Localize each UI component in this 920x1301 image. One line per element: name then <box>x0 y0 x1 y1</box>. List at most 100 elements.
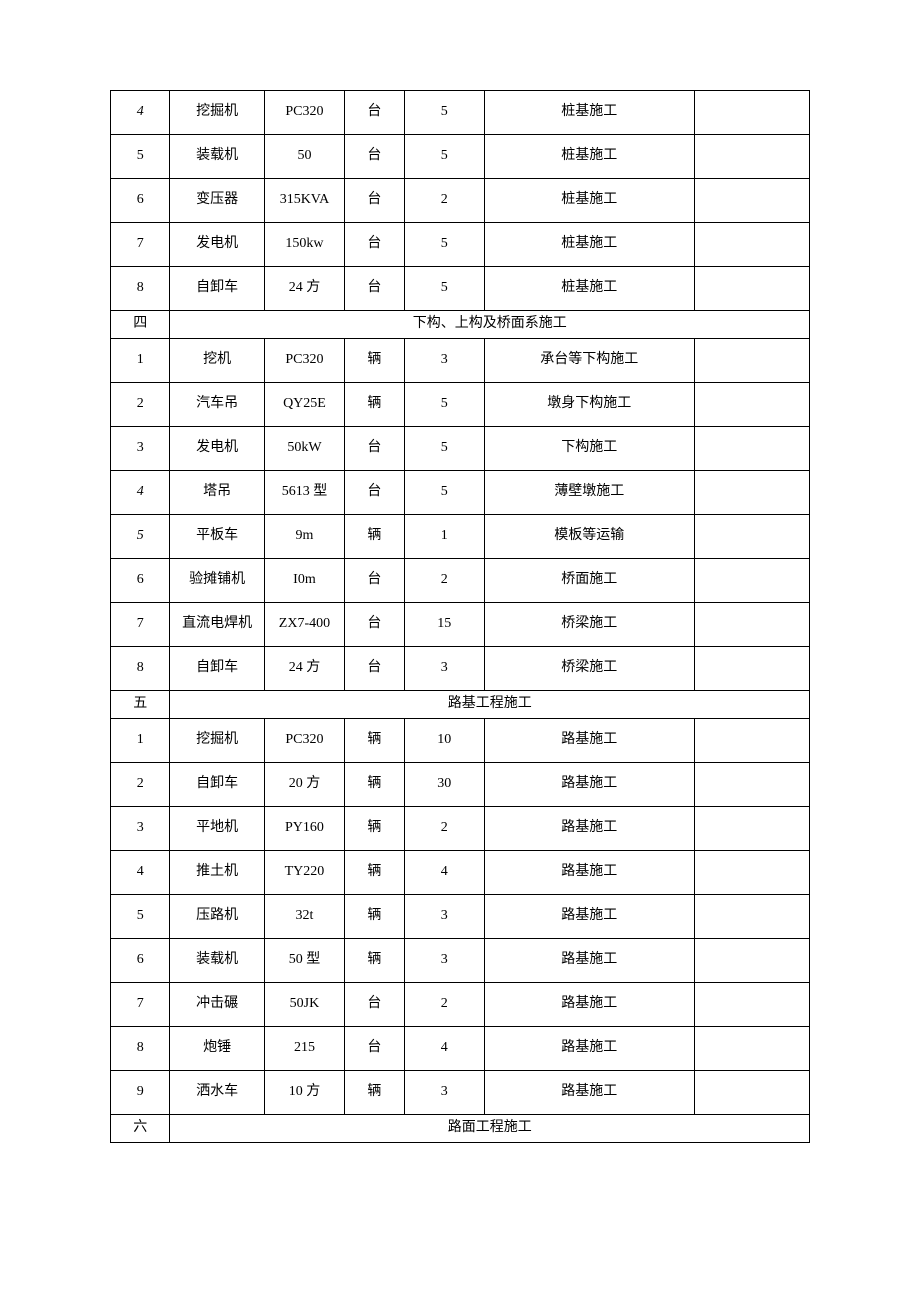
table-row: 5平板车9m辆1模板等运输 <box>111 515 810 559</box>
equipment-use: 桩基施工 <box>484 267 694 311</box>
equipment-unit: 台 <box>345 267 404 311</box>
equipment-unit: 台 <box>345 647 404 691</box>
equipment-note <box>694 135 809 179</box>
equipment-name: 自卸车 <box>170 267 264 311</box>
equipment-note <box>694 339 809 383</box>
equipment-spec: PC320 <box>264 339 344 383</box>
row-index: 4 <box>111 91 170 135</box>
equipment-spec: I0m <box>264 559 344 603</box>
equipment-unit: 台 <box>345 135 404 179</box>
equipment-note <box>694 719 809 763</box>
table-row: 5装载机50台5桩基施工 <box>111 135 810 179</box>
table-row: 六路面工程施工 <box>111 1115 810 1143</box>
table-row: 7直流电焊机ZX7-400台15桥梁施工 <box>111 603 810 647</box>
row-index: 2 <box>111 763 170 807</box>
equipment-spec: 24 方 <box>264 647 344 691</box>
equipment-qty: 2 <box>404 559 484 603</box>
equipment-use: 承台等下构施工 <box>484 339 694 383</box>
equipment-unit: 台 <box>345 603 404 647</box>
table-row: 6变压器315KVA台2桩基施工 <box>111 179 810 223</box>
equipment-use: 路基施工 <box>484 939 694 983</box>
row-index: 3 <box>111 427 170 471</box>
table-row: 8炮锤215台4路基施工 <box>111 1027 810 1071</box>
equipment-use: 路基施工 <box>484 1071 694 1115</box>
row-index: 4 <box>111 471 170 515</box>
equipment-unit: 辆 <box>345 383 404 427</box>
equipment-qty: 5 <box>404 223 484 267</box>
equipment-use: 桩基施工 <box>484 223 694 267</box>
equipment-name: 自卸车 <box>170 763 264 807</box>
equipment-unit: 辆 <box>345 807 404 851</box>
equipment-name: 自卸车 <box>170 647 264 691</box>
equipment-qty: 5 <box>404 471 484 515</box>
row-index: 6 <box>111 939 170 983</box>
equipment-qty: 5 <box>404 427 484 471</box>
row-index: 6 <box>111 559 170 603</box>
table-row: 4挖掘机PC320台5桩基施工 <box>111 91 810 135</box>
table-row: 5压路机32t辆3路基施工 <box>111 895 810 939</box>
equipment-spec: 50JK <box>264 983 344 1027</box>
equipment-use: 模板等运输 <box>484 515 694 559</box>
equipment-unit: 辆 <box>345 763 404 807</box>
equipment-unit: 台 <box>345 559 404 603</box>
equipment-qty: 2 <box>404 807 484 851</box>
row-index: 六 <box>111 1115 170 1143</box>
row-index: 3 <box>111 807 170 851</box>
equipment-name: 验摊铺机 <box>170 559 264 603</box>
table-row: 1挖机PC320辆3承台等下构施工 <box>111 339 810 383</box>
equipment-qty: 3 <box>404 339 484 383</box>
table-row: 2汽车吊QY25E辆5墩身下构施工 <box>111 383 810 427</box>
equipment-use: 桥面施工 <box>484 559 694 603</box>
equipment-spec: QY25E <box>264 383 344 427</box>
table-row: 7发电机150kw台5桩基施工 <box>111 223 810 267</box>
table-row: 四下构、上构及桥面系施工 <box>111 311 810 339</box>
equipment-use: 路基施工 <box>484 983 694 1027</box>
equipment-spec: TY220 <box>264 851 344 895</box>
equipment-name: 发电机 <box>170 223 264 267</box>
equipment-name: 变压器 <box>170 179 264 223</box>
equipment-note <box>694 1071 809 1115</box>
row-index: 8 <box>111 267 170 311</box>
equipment-spec: 32t <box>264 895 344 939</box>
equipment-spec: 10 方 <box>264 1071 344 1115</box>
equipment-note <box>694 983 809 1027</box>
row-index: 1 <box>111 339 170 383</box>
equipment-unit: 辆 <box>345 719 404 763</box>
equipment-spec: 215 <box>264 1027 344 1071</box>
equipment-note <box>694 471 809 515</box>
equipment-qty: 5 <box>404 383 484 427</box>
table-row: 6装载机50 型辆3路基施工 <box>111 939 810 983</box>
equipment-qty: 10 <box>404 719 484 763</box>
equipment-qty: 2 <box>404 983 484 1027</box>
table-row: 6验摊铺机I0m台2桥面施工 <box>111 559 810 603</box>
equipment-note <box>694 559 809 603</box>
equipment-name: 洒水车 <box>170 1071 264 1115</box>
equipment-unit: 辆 <box>345 851 404 895</box>
row-index: 四 <box>111 311 170 339</box>
equipment-unit: 台 <box>345 427 404 471</box>
equipment-use: 路基施工 <box>484 807 694 851</box>
equipment-name: 挖机 <box>170 339 264 383</box>
equipment-qty: 3 <box>404 1071 484 1115</box>
equipment-use: 薄壁墩施工 <box>484 471 694 515</box>
equipment-qty: 3 <box>404 895 484 939</box>
table-row: 3发电机50kW台5下构施工 <box>111 427 810 471</box>
row-index: 五 <box>111 691 170 719</box>
row-index: 7 <box>111 223 170 267</box>
equipment-unit: 台 <box>345 471 404 515</box>
table-row: 7冲击碾50JK台2路基施工 <box>111 983 810 1027</box>
equipment-qty: 3 <box>404 647 484 691</box>
equipment-note <box>694 515 809 559</box>
equipment-name: 冲击碾 <box>170 983 264 1027</box>
equipment-unit: 辆 <box>345 515 404 559</box>
equipment-name: 装载机 <box>170 939 264 983</box>
equipment-spec: 5613 型 <box>264 471 344 515</box>
table-row: 4推土机TY220辆4路基施工 <box>111 851 810 895</box>
equipment-use: 下构施工 <box>484 427 694 471</box>
equipment-use: 路基施工 <box>484 895 694 939</box>
equipment-note <box>694 427 809 471</box>
equipment-note <box>694 223 809 267</box>
row-index: 7 <box>111 983 170 1027</box>
equipment-qty: 1 <box>404 515 484 559</box>
equipment-use: 桩基施工 <box>484 135 694 179</box>
